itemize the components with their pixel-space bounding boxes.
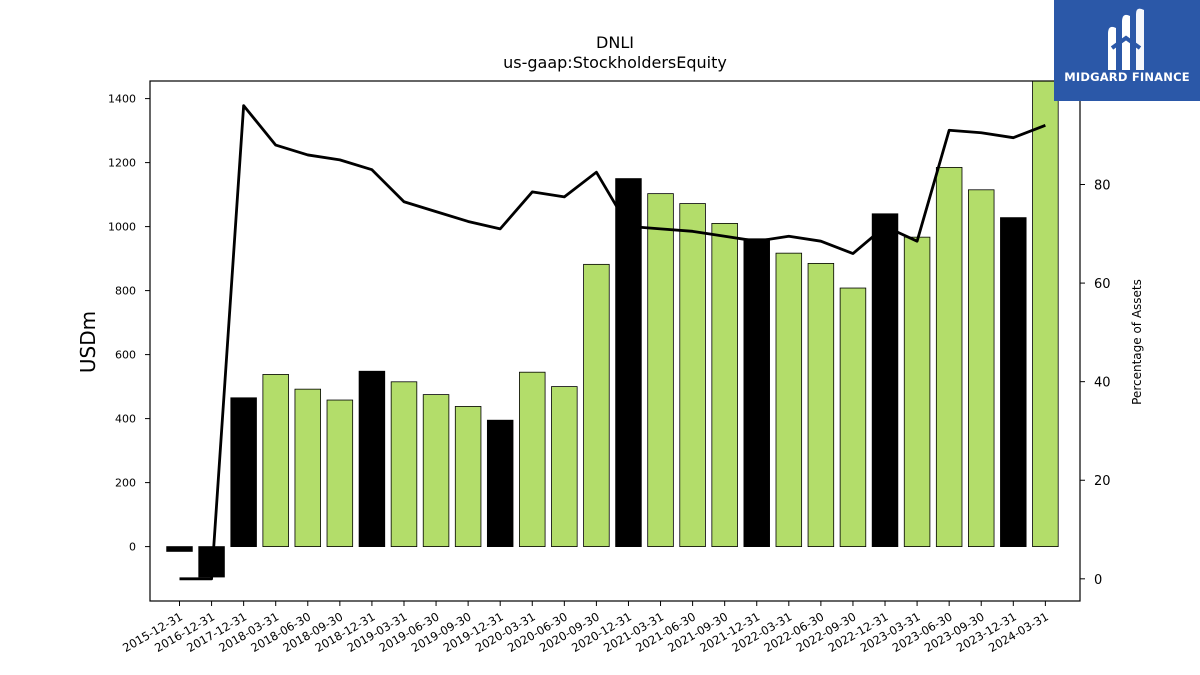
- bar-2022-03-31: [775, 252, 803, 548]
- bar-2022-09-30: [839, 287, 867, 548]
- percentage-line: [179, 104, 1046, 581]
- y-tick-label: 1200: [108, 157, 136, 170]
- bar-2023-03-31: [903, 236, 931, 548]
- bar-2021-12-31: [743, 238, 770, 547]
- chart-title: DNLI: [596, 33, 634, 52]
- brand-name: MIDGARD FINANCE: [1064, 70, 1190, 84]
- y-tick-label: 1000: [108, 221, 136, 234]
- bar-2020-12-31: [615, 178, 642, 548]
- bar-2023-09-30: [968, 189, 995, 547]
- y-tick-label: 800: [115, 285, 136, 298]
- bar-2015-12-31: [166, 546, 193, 552]
- bar-2018-03-31: [262, 374, 289, 548]
- bar-2018-09-30: [326, 399, 354, 548]
- bar-2022-12-31: [871, 213, 899, 547]
- bar-series: [166, 80, 1059, 578]
- plot-frame: [149, 80, 1081, 602]
- midgard-logo-icon: [1108, 8, 1144, 70]
- bar-2022-06-30: [807, 262, 835, 548]
- bar-2021-03-31: [647, 193, 674, 547]
- y-tick-label: 600: [115, 349, 136, 362]
- y-tick-label: 200: [115, 477, 136, 490]
- y2-tick-label: 40: [1094, 376, 1111, 391]
- bar-2019-12-31: [486, 419, 514, 548]
- bar-2023-12-31: [1000, 217, 1027, 547]
- y2-tick-label: 80: [1094, 179, 1111, 194]
- bar-2024-03-31: [1032, 80, 1059, 548]
- chart-subtitle: us-gaap:StockholdersEquity: [503, 53, 727, 72]
- y-tick-label: 1400: [108, 93, 136, 106]
- y2-axis-label: Percentage of Assets: [1130, 279, 1144, 405]
- y2-tick-label: 60: [1094, 277, 1111, 292]
- y-axis-label: USDm: [76, 311, 100, 373]
- bar-2021-09-30: [711, 222, 738, 548]
- line-series: [179, 104, 1046, 581]
- bar-2020-03-31: [519, 371, 546, 548]
- bar-2020-06-30: [551, 386, 578, 548]
- bar-2020-09-30: [583, 263, 610, 547]
- y2-tick-label: 20: [1094, 474, 1111, 489]
- bar-2018-06-30: [294, 388, 322, 548]
- bar-2019-06-30: [422, 394, 450, 548]
- bar-2021-06-30: [679, 203, 706, 548]
- y2-tick-label: 0: [1094, 573, 1102, 588]
- y-tick-label: 400: [115, 413, 136, 426]
- bar-2017-12-31: [230, 397, 257, 547]
- bar-2018-12-31: [358, 370, 386, 547]
- bar-2023-06-30: [935, 166, 963, 548]
- bar-2019-09-30: [454, 406, 482, 548]
- y-tick-label: 0: [129, 541, 136, 554]
- bar-2019-03-31: [390, 381, 418, 547]
